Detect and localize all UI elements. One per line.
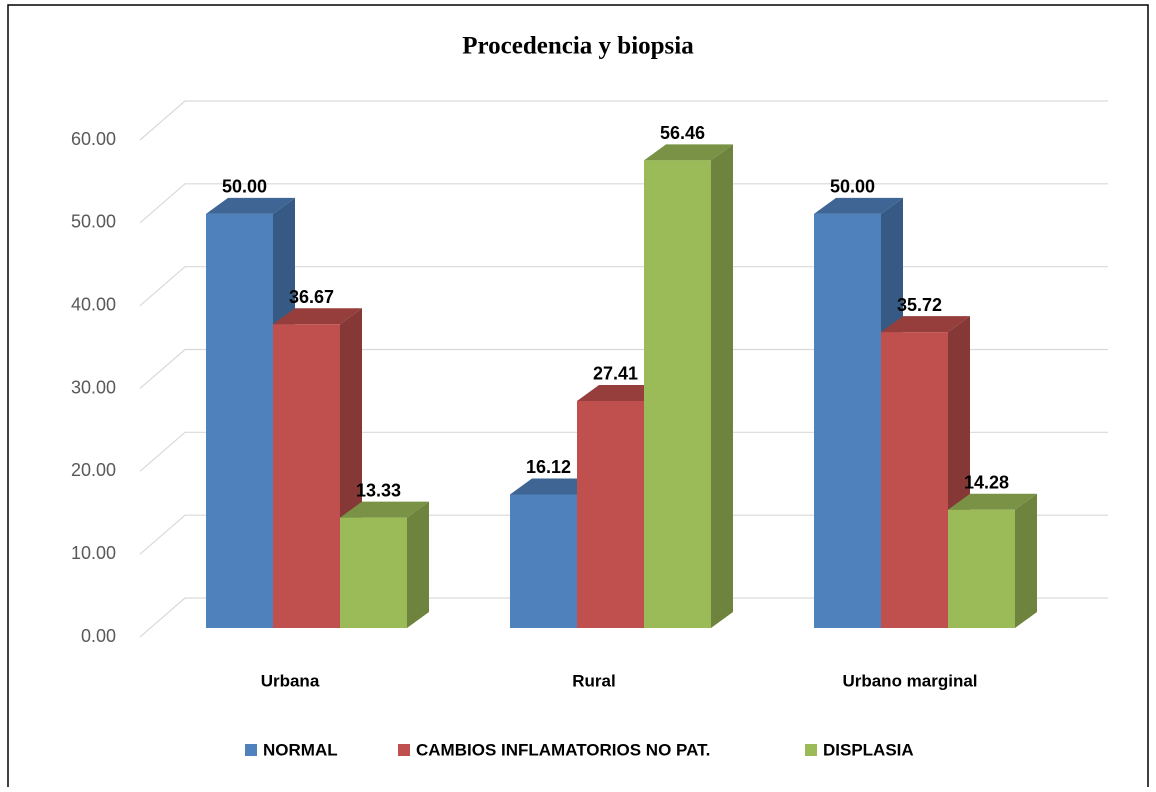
frame bbox=[7, 4, 1149, 792]
data-label: 56.46 bbox=[660, 123, 705, 143]
data-label: 50.00 bbox=[222, 177, 267, 197]
bar bbox=[206, 213, 273, 629]
bar bbox=[273, 324, 340, 628]
bar bbox=[577, 400, 644, 628]
bar-top bbox=[206, 197, 295, 214]
grid-line bbox=[139, 266, 1108, 307]
bar-side bbox=[1015, 493, 1037, 628]
grid-line bbox=[139, 348, 1108, 389]
legend-label: NORMAL bbox=[263, 740, 338, 759]
bar-top bbox=[644, 144, 733, 161]
x-tick-label: Urbano marginal bbox=[842, 671, 977, 690]
data-label: 14.28 bbox=[964, 472, 1009, 492]
legend-swatch bbox=[245, 744, 257, 756]
y-tick-label: 10.00 bbox=[71, 543, 116, 563]
grid-line bbox=[139, 514, 1108, 555]
y-tick-label: 50.00 bbox=[71, 212, 116, 232]
legend-label: DISPLASIA bbox=[823, 740, 914, 759]
bar-top bbox=[881, 316, 970, 333]
legend-swatch bbox=[398, 744, 410, 756]
grid-line bbox=[139, 100, 1108, 141]
y-tick-label: 40.00 bbox=[71, 294, 116, 314]
grid-line bbox=[139, 431, 1108, 472]
bar bbox=[340, 517, 407, 628]
y-tick-label: 20.00 bbox=[71, 460, 116, 480]
x-tick-label: Rural bbox=[572, 671, 615, 690]
bar-top bbox=[340, 501, 429, 518]
bar bbox=[881, 332, 948, 628]
grid-line bbox=[139, 597, 1108, 638]
bar-top bbox=[577, 384, 666, 401]
y-tick-label: 0.00 bbox=[81, 626, 116, 646]
y-tick-label: 60.00 bbox=[71, 129, 116, 149]
data-label: 13.33 bbox=[356, 480, 401, 500]
bar bbox=[510, 494, 577, 628]
bar-top bbox=[510, 478, 599, 495]
x-tick-label: Urbana bbox=[261, 671, 320, 690]
bar bbox=[644, 160, 711, 628]
data-label: 27.41 bbox=[593, 364, 638, 384]
grid-line bbox=[139, 183, 1108, 224]
legend-label: CAMBIOS INFLAMATORIOS NO PAT. bbox=[416, 740, 710, 759]
bar-side bbox=[407, 501, 429, 628]
data-label: 35.72 bbox=[897, 295, 942, 315]
legend-swatch bbox=[805, 744, 817, 756]
data-label: 36.67 bbox=[289, 287, 334, 307]
data-label: 50.00 bbox=[830, 177, 875, 197]
bar bbox=[948, 509, 1015, 628]
bar-top bbox=[273, 308, 362, 325]
y-tick-label: 30.00 bbox=[71, 377, 116, 397]
bar-top bbox=[814, 197, 903, 214]
data-label: 16.12 bbox=[526, 457, 571, 477]
chart-title: Procedencia y biopsia bbox=[462, 33, 694, 60]
bar-top bbox=[948, 493, 1037, 510]
bar-side bbox=[711, 144, 733, 628]
bar bbox=[814, 213, 881, 629]
